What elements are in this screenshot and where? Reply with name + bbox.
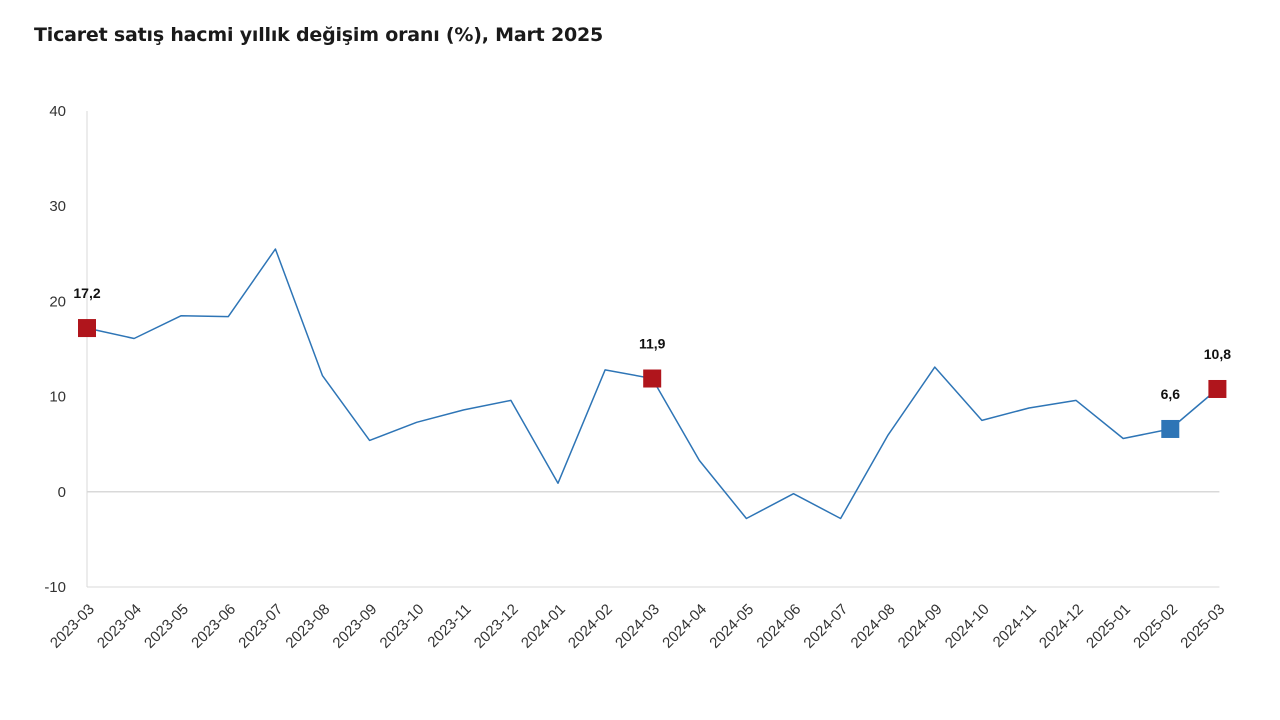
- x-tick-label: 2024-12: [1036, 601, 1087, 652]
- highlight-marker: [1161, 419, 1180, 438]
- data-label: 11,9: [639, 336, 666, 352]
- x-tick-label: 2024-08: [848, 601, 899, 652]
- y-axis-ticks: -10 0 10 20 30 40: [44, 103, 66, 596]
- x-axis-ticks: 2023-032023-042023-052023-062023-072023-…: [47, 601, 1228, 652]
- data-label: 10,8: [1204, 346, 1231, 362]
- y-tick-label: 0: [58, 484, 66, 501]
- x-tick-label: 2024-11: [990, 601, 1040, 651]
- x-tick-label: 2023-09: [329, 601, 380, 652]
- y-tick-label: 20: [49, 293, 66, 310]
- x-tick-label: 2024-02: [565, 601, 616, 652]
- x-tick-label: 2023-03: [47, 601, 98, 652]
- data-label: 6,6: [1161, 386, 1181, 402]
- x-tick-label: 2024-06: [753, 601, 804, 652]
- x-tick-label: 2025-02: [1130, 601, 1181, 652]
- x-tick-label: 2025-03: [1177, 601, 1228, 652]
- y-tick-label: 40: [49, 103, 66, 120]
- x-tick-label: 2023-06: [188, 601, 239, 652]
- chart-axes: [86, 111, 1220, 588]
- highlight-markers: [78, 319, 1227, 438]
- x-tick-label: 2023-12: [471, 601, 522, 652]
- x-tick-label: 2023-11: [424, 601, 474, 651]
- y-tick-label: 30: [49, 198, 66, 215]
- highlight-marker: [1208, 379, 1227, 398]
- data-label: 17,2: [73, 285, 100, 301]
- x-tick-label: 2024-07: [800, 601, 851, 652]
- highlight-marker: [78, 319, 96, 338]
- x-tick-label: 2023-07: [235, 601, 286, 652]
- x-tick-label: 2024-09: [895, 601, 946, 652]
- y-tick-label: 10: [49, 389, 66, 406]
- chart-title: Ticaret satış hacmi yıllık değişim oranı…: [34, 24, 604, 46]
- x-tick-label: 2024-03: [612, 601, 663, 652]
- x-tick-label: 2023-10: [377, 601, 428, 652]
- highlight-marker: [643, 369, 662, 388]
- x-tick-label: 2025-01: [1083, 601, 1134, 652]
- x-tick-label: 2024-05: [706, 601, 757, 652]
- x-tick-label: 2023-04: [94, 601, 145, 652]
- x-tick-label: 2024-04: [659, 601, 710, 652]
- data-labels: 17,2 11,9 6,6 10,8: [73, 285, 1231, 402]
- x-tick-label: 2023-08: [282, 601, 333, 652]
- x-tick-label: 2024-01: [518, 601, 569, 652]
- x-tick-label: 2024-10: [942, 601, 993, 652]
- y-tick-label: -10: [44, 579, 66, 596]
- x-tick-label: 2023-05: [141, 601, 192, 652]
